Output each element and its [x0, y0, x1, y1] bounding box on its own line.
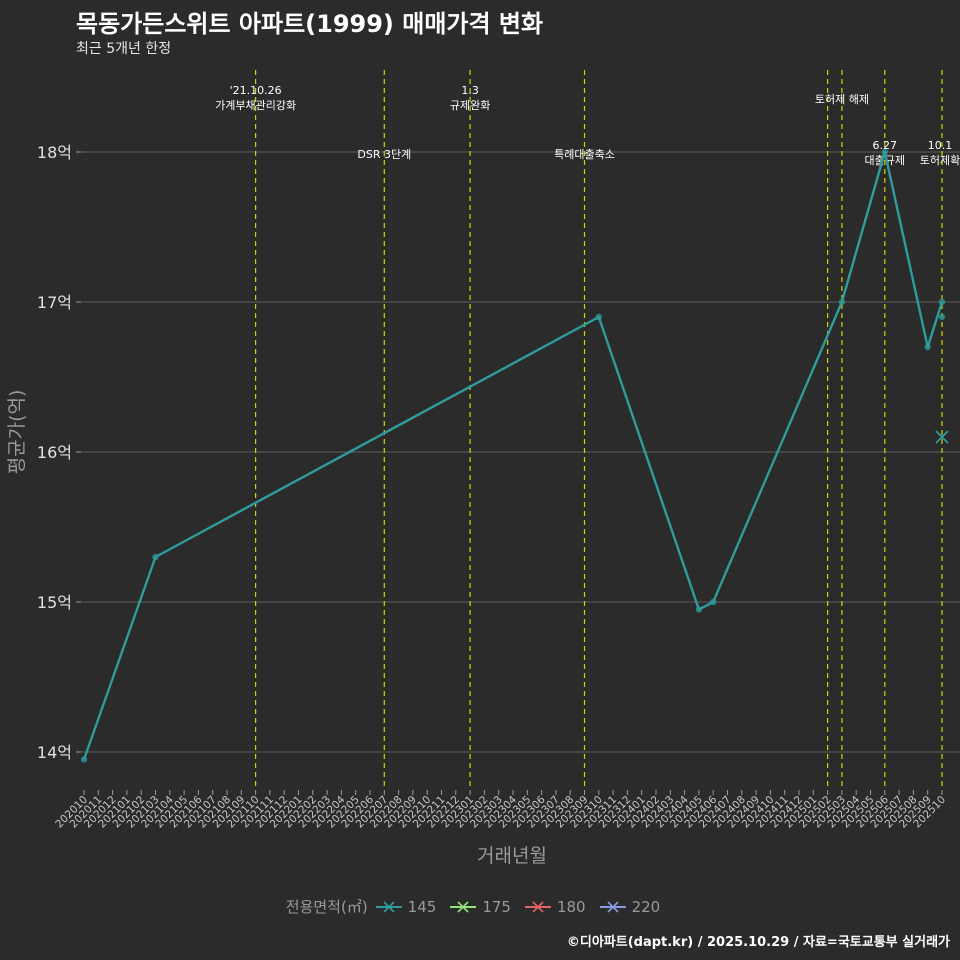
- data-point: [595, 313, 602, 321]
- data-point: [838, 298, 846, 306]
- event-label: 토허제확: [920, 154, 960, 167]
- event-label: 1.3: [461, 84, 479, 97]
- data-point: [938, 313, 946, 321]
- data-point-x: [935, 430, 949, 444]
- y-tick-label: 18억: [37, 143, 72, 162]
- y-tick-label: 17억: [37, 293, 72, 312]
- chart-subtitle: 최근 5개년 한정: [76, 41, 172, 57]
- legend-title: 전용면적(㎡): [285, 898, 368, 916]
- event-label: 가계부채관리강화: [215, 99, 296, 112]
- event-label: 10.1: [928, 139, 953, 152]
- y-tick-label: 15억: [37, 593, 72, 612]
- data-point: [881, 148, 888, 156]
- legend: 전용면적(㎡) 145 175 180 220: [0, 896, 960, 917]
- y-tick-label: 16억: [37, 443, 72, 462]
- data-point: [924, 343, 931, 351]
- legend-key-220: [599, 900, 626, 913]
- legend-item-180: 180: [524, 897, 586, 916]
- grid-lines: [80, 151, 960, 753]
- legend-label-220: 220: [631, 897, 661, 916]
- legend-key-180: [524, 900, 551, 913]
- event-label: '21.10.26: [230, 84, 282, 97]
- legend-label-175: 175: [482, 897, 511, 916]
- legend-key-175: [450, 900, 477, 913]
- event-label: 6.27: [873, 139, 898, 152]
- legend-item-175: 175: [450, 898, 511, 916]
- data-point: [710, 598, 717, 606]
- event-label: 규제완화: [450, 99, 490, 112]
- y-tick-label: 14억: [37, 743, 72, 762]
- series-line-145: [82, 150, 944, 760]
- data-point: [938, 298, 946, 306]
- legend-label-180: 180: [556, 897, 586, 916]
- data-point: [80, 756, 88, 763]
- event-lines: [255, 70, 943, 790]
- source-footer: ©디아파트(dapt.kr) / 2025.10.29 / 자료=국토교통부 실…: [566, 935, 950, 950]
- event-label: 토허제 해제: [815, 92, 869, 106]
- series-layer: [80, 148, 949, 763]
- data-point: [152, 553, 159, 561]
- chart-title: 목동가든스위트 아파트(1999) 매매가격 변화: [76, 10, 544, 38]
- y-axis-label: 평균가(억): [6, 390, 28, 475]
- x-axis-label: 거래년월: [477, 845, 547, 867]
- x-axis-ticks: 2020102020112020122021012021022021032021…: [53, 790, 948, 830]
- event-label: 특례대출축소: [554, 148, 615, 161]
- event-label: DSR 3단계: [357, 148, 411, 161]
- data-point: [695, 606, 703, 613]
- y-axis-ticks: 14억 15억 16억 17억 18억: [37, 143, 81, 762]
- legend-item-220: 220: [599, 897, 661, 916]
- event-label: 대출규제: [865, 154, 905, 167]
- legend-label-145: 145: [407, 897, 437, 916]
- legend-item-145: 145: [375, 897, 437, 916]
- legend-key-145: [375, 900, 402, 913]
